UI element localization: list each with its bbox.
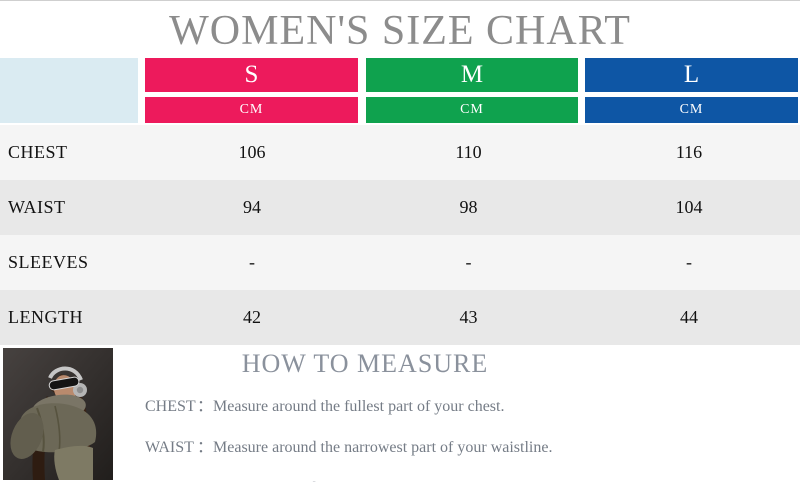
measure-separator: ： bbox=[197, 398, 214, 415]
cell-value: - bbox=[465, 252, 472, 272]
row-label: LENGTH bbox=[8, 307, 83, 327]
cell-value: 98 bbox=[459, 197, 478, 217]
size-table-body: CHEST 106 110 116 WAIST 94 98 104 SLEEVE… bbox=[0, 125, 800, 345]
table-row-length: LENGTH 42 43 44 bbox=[0, 290, 800, 345]
page-title: WOMEN'S SIZE CHART bbox=[169, 8, 631, 54]
corner-cell bbox=[0, 58, 138, 123]
cell-value: 94 bbox=[243, 197, 261, 217]
measure-label: CHEST bbox=[145, 398, 196, 415]
cell-value: - bbox=[249, 252, 255, 272]
measure-line-waist: WAIST ：Measure around the narrowest part … bbox=[145, 433, 585, 457]
row-label: WAIST bbox=[8, 197, 66, 217]
table-row-sleeves: SLEEVES - - - bbox=[0, 235, 800, 290]
how-to-measure-section: HOW TO MEASURE CHEST：Measure around the … bbox=[0, 346, 800, 482]
table-row-waist: WAIST 94 98 104 bbox=[0, 180, 800, 235]
measure-line-hips: HIPS：Measure around the fullest part of … bbox=[145, 474, 585, 482]
cell-value: - bbox=[686, 252, 692, 272]
size-header-l: L bbox=[585, 58, 798, 92]
size-table-header: S M L CM CM CM bbox=[0, 58, 800, 125]
cell-value: 106 bbox=[238, 142, 266, 162]
cell-value: 43 bbox=[459, 307, 478, 327]
model-photo bbox=[3, 348, 113, 480]
cell-value: 42 bbox=[243, 307, 261, 327]
measure-separator: ： bbox=[197, 474, 213, 482]
row-label: CHEST bbox=[8, 142, 68, 162]
cell-value: 104 bbox=[675, 197, 703, 217]
unit-header-s: CM bbox=[145, 97, 358, 123]
table-row-chest: CHEST 106 110 116 bbox=[0, 125, 800, 180]
measure-text: Measure around the fullest part of your … bbox=[213, 480, 536, 482]
row-label: SLEEVES bbox=[8, 252, 89, 272]
cell-value: 116 bbox=[675, 142, 703, 162]
unit-header-l: CM bbox=[585, 97, 798, 123]
measure-label: HIPS bbox=[145, 480, 197, 482]
measure-text: Measure around the fullest part of your … bbox=[213, 398, 505, 415]
measure-text: Measure around the narrowest part of you… bbox=[213, 439, 553, 456]
measure-instructions: HOW TO MEASURE CHEST：Measure around the … bbox=[145, 349, 585, 482]
cell-value: 44 bbox=[680, 307, 698, 327]
unit-header-m: CM bbox=[366, 97, 578, 123]
how-to-measure-title: HOW TO MEASURE bbox=[241, 349, 489, 378]
cell-value: 110 bbox=[455, 142, 482, 162]
size-header-m: M bbox=[366, 58, 578, 92]
measure-line-chest: CHEST：Measure around the fullest part of… bbox=[145, 392, 585, 416]
measure-separator: ： bbox=[197, 439, 214, 456]
size-header-s: S bbox=[145, 58, 358, 92]
measure-label: WAIST bbox=[145, 439, 194, 456]
